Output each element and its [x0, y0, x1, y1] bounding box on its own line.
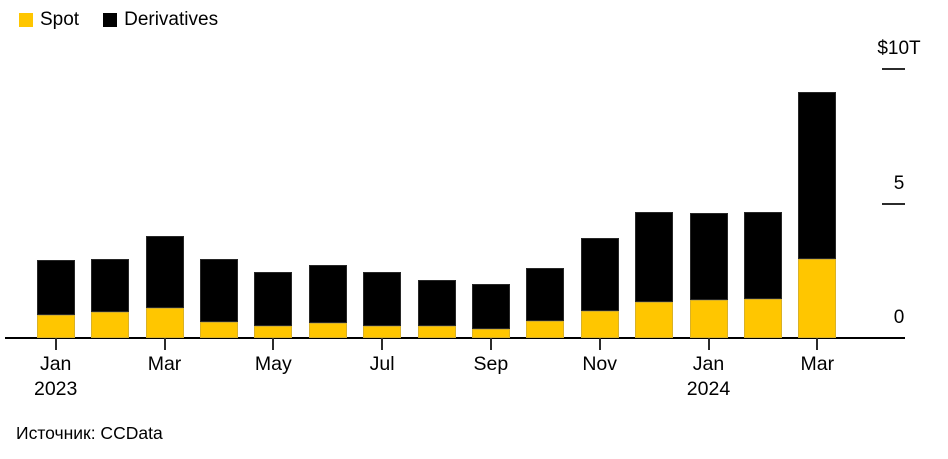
bar-segment-spot	[526, 320, 565, 338]
x-tick-jan-2024	[707, 338, 710, 350]
bar-oct-2023	[526, 268, 565, 338]
x-tick-mar-2024	[816, 338, 819, 350]
bar-segment-derivatives	[689, 212, 728, 301]
bar-segment-spot	[417, 325, 456, 338]
bar-mar-2023	[145, 235, 184, 338]
bar-segment-derivatives	[145, 235, 184, 309]
bar-segment-derivatives	[199, 258, 238, 322]
x-tick-label-may-2023: May	[254, 353, 292, 375]
bar-sep-2023	[471, 284, 510, 338]
bar-segment-derivatives	[526, 268, 565, 321]
bar-segment-spot	[363, 325, 402, 338]
y-tick-label-10: $10T	[877, 38, 921, 59]
x-tick-label-jul-2023: Jul	[369, 353, 395, 375]
bar-mar-2024	[798, 91, 837, 338]
bar-segment-derivatives	[580, 238, 619, 312]
x-tick-jan-2023	[54, 338, 57, 350]
bar-segment-spot	[308, 323, 347, 338]
bar-segment-derivatives	[308, 265, 347, 324]
legend-label-spot: Spot	[40, 9, 80, 30]
bar-segment-derivatives	[471, 284, 510, 329]
x-tick-nov-2023	[598, 338, 601, 350]
y-tick-label-0: 0	[893, 307, 905, 328]
x-tick-label-jan-2024: Jan 2024	[664, 352, 754, 402]
y-tick-10	[882, 68, 905, 70]
bar-segment-spot	[743, 298, 782, 338]
derivatives-swatch-icon	[103, 12, 118, 27]
bar-segment-spot	[798, 258, 837, 338]
bar-apr-2023	[199, 258, 238, 338]
x-tick-label-nov-2023: Nov	[582, 353, 618, 375]
spot-swatch-icon	[19, 12, 33, 27]
legend-item-derivatives: Derivatives	[103, 10, 218, 29]
bar-segment-derivatives	[36, 259, 75, 316]
bar-nov-2023	[580, 238, 619, 338]
bar-segment-spot	[145, 308, 184, 338]
bar-feb-2024	[743, 211, 782, 338]
x-tick-may-2023	[272, 338, 275, 350]
bar-segment-derivatives	[254, 272, 293, 326]
x-tick-label-mar-2024: Mar	[800, 353, 835, 375]
bar-segment-spot	[635, 301, 674, 338]
x-tick-sep-2023	[489, 338, 492, 350]
x-tick-year-2024: 2024	[686, 378, 731, 400]
x-tick-jul-2023	[381, 338, 384, 350]
bar-segment-spot	[689, 300, 728, 338]
bar-segment-derivatives	[743, 211, 782, 299]
bar-segment-spot	[91, 312, 130, 338]
bar-jan-2023	[36, 259, 75, 338]
bar-dec-2023	[635, 211, 674, 338]
bar-segment-derivatives	[91, 258, 130, 313]
bar-jun-2023	[308, 265, 347, 338]
legend: Spot Derivatives	[19, 10, 218, 29]
x-axis-baseline	[5, 337, 905, 339]
bar-segment-spot	[254, 325, 293, 338]
bar-segment-derivatives	[635, 211, 674, 302]
x-tick-year-2023: 2023	[33, 378, 78, 400]
x-tick-mar-2023	[163, 338, 166, 350]
bar-segment-spot	[199, 321, 238, 338]
bar-segment-derivatives	[798, 91, 837, 259]
bar-aug-2023	[417, 280, 456, 338]
y-tick-5	[882, 202, 905, 205]
x-tick-label-sep-2023: Sep	[473, 353, 509, 375]
bar-may-2023	[254, 272, 293, 338]
x-tick-label-jan-2023: Jan 2023	[11, 352, 101, 402]
bar-jan-2024	[689, 212, 728, 338]
legend-label-derivatives: Derivatives	[124, 9, 219, 30]
bar-jul-2023	[363, 272, 402, 338]
bar-segment-derivatives	[363, 272, 402, 326]
source-text: Источник: CCData	[16, 423, 163, 443]
bar-segment-spot	[580, 311, 619, 338]
x-tick-label-mar-2023: Mar	[147, 353, 182, 375]
y-tick-label-5: 5	[893, 172, 905, 194]
bar-segment-spot	[36, 315, 75, 338]
bar-segment-spot	[471, 328, 510, 338]
bar-segment-derivatives	[417, 280, 456, 326]
legend-item-spot: Spot	[19, 10, 79, 29]
bar-feb-2023	[91, 258, 130, 338]
